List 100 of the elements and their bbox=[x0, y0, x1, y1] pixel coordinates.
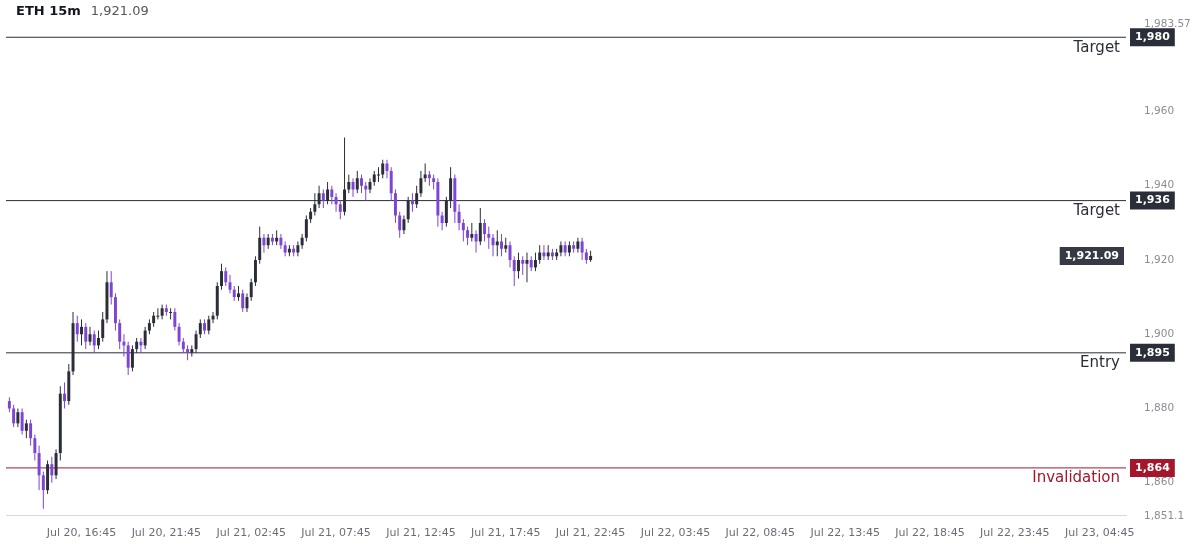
y-tick-label: 1,860 bbox=[1144, 475, 1175, 488]
x-tick-label: Jul 21, 22:45 bbox=[554, 526, 626, 540]
candlestick bbox=[245, 292, 249, 313]
candlestick bbox=[41, 471, 45, 510]
candlestick bbox=[525, 252, 529, 283]
text: 1,936 bbox=[1135, 193, 1171, 207]
candlestick bbox=[483, 218, 487, 242]
candlestick bbox=[347, 174, 351, 194]
x-tick-label: Jul 20, 16:45 bbox=[45, 526, 117, 540]
candlestick bbox=[16, 408, 20, 428]
candlestick bbox=[321, 188, 325, 209]
candlestick bbox=[198, 318, 202, 339]
candlestick bbox=[296, 240, 300, 257]
candlestick bbox=[143, 326, 147, 350]
candlestick bbox=[381, 159, 385, 179]
candlestick bbox=[398, 211, 402, 239]
candlestick bbox=[440, 211, 444, 231]
candlestick bbox=[249, 278, 253, 302]
candlestick bbox=[533, 252, 537, 272]
candlestick bbox=[12, 404, 16, 428]
candlestick bbox=[559, 240, 563, 257]
y-tick-label: 1,920 bbox=[1144, 252, 1175, 265]
ref-line-label: Target bbox=[1072, 37, 1121, 56]
candlestick bbox=[75, 315, 79, 343]
candlestick bbox=[487, 226, 491, 250]
candlestick bbox=[419, 170, 423, 198]
candlestick bbox=[576, 237, 580, 254]
candlestick bbox=[580, 237, 584, 261]
candlestick bbox=[330, 185, 334, 205]
candlestick bbox=[177, 322, 181, 346]
candlestick bbox=[241, 289, 245, 313]
x-tick-label: Jul 21, 17:45 bbox=[470, 526, 541, 540]
x-tick-label: Jul 21, 07:45 bbox=[300, 526, 371, 540]
candlestick bbox=[470, 222, 474, 242]
candlestick bbox=[109, 270, 113, 306]
candlestick bbox=[474, 229, 478, 254]
candlestick bbox=[20, 408, 24, 435]
text: 1,921.09 bbox=[90, 3, 149, 18]
candlestick bbox=[80, 318, 83, 346]
candlestick bbox=[338, 200, 342, 220]
candlestick bbox=[97, 330, 100, 350]
y-tick-label: 1,900 bbox=[1144, 326, 1175, 339]
candlestick bbox=[24, 419, 28, 439]
x-tick-label: Jul 21, 02:45 bbox=[215, 526, 286, 540]
x-tick-label: Jul 22, 03:45 bbox=[639, 526, 711, 540]
y-tick-label: 1,851.1 bbox=[1144, 508, 1185, 521]
candlestick bbox=[84, 322, 88, 350]
candlestick bbox=[517, 252, 520, 280]
candlestick bbox=[279, 233, 283, 250]
candlestick bbox=[478, 207, 482, 246]
candlestick bbox=[33, 434, 37, 461]
candlestick bbox=[54, 448, 58, 480]
candlestick bbox=[457, 203, 461, 231]
candlestick bbox=[207, 315, 211, 335]
candlestick bbox=[377, 166, 380, 183]
x-tick-label: Jul 22, 13:45 bbox=[809, 526, 880, 540]
x-tick-label: Jul 21, 12:45 bbox=[385, 526, 456, 540]
candlestick bbox=[334, 192, 338, 213]
chart-title: ETH 15m bbox=[16, 3, 81, 18]
candlestick bbox=[521, 255, 525, 276]
ref-line-label: Entry bbox=[1080, 353, 1121, 372]
candlestick bbox=[360, 174, 363, 194]
candlestick bbox=[101, 311, 105, 343]
candlestick bbox=[169, 307, 173, 320]
candlestick bbox=[304, 214, 308, 242]
x-tick-label: Jul 22, 08:45 bbox=[724, 526, 796, 540]
candlestick bbox=[461, 218, 465, 242]
text: 1,864 bbox=[1135, 460, 1171, 474]
candlestick bbox=[50, 456, 54, 484]
candlestick bbox=[253, 255, 257, 287]
candlestick bbox=[351, 177, 355, 198]
y-tick-label: 1,940 bbox=[1144, 178, 1175, 191]
candlestick bbox=[220, 263, 223, 291]
candlestick bbox=[173, 307, 177, 332]
candlestick bbox=[262, 233, 266, 254]
candlestick bbox=[402, 214, 406, 235]
candlestick bbox=[29, 419, 33, 447]
y-tick-label: 1,983.57 bbox=[1144, 16, 1191, 29]
x-tick-label: Jul 23, 04:45 bbox=[1063, 526, 1135, 540]
candlestick bbox=[385, 159, 389, 179]
candlestick bbox=[512, 255, 516, 287]
candlestick bbox=[258, 226, 262, 265]
candlestick bbox=[118, 318, 122, 350]
candlestick bbox=[495, 229, 499, 257]
text: 1,921.09 bbox=[1064, 248, 1119, 262]
candlestick bbox=[538, 244, 542, 265]
y-tick-label: 1,880 bbox=[1144, 401, 1175, 414]
x-tick-label: Jul 20, 21:45 bbox=[130, 526, 202, 540]
candlestick bbox=[37, 445, 41, 491]
candlestick bbox=[63, 382, 67, 410]
candlestick bbox=[126, 341, 130, 376]
candlestick bbox=[466, 226, 470, 246]
candlestick bbox=[92, 330, 96, 354]
candlestick bbox=[393, 188, 397, 224]
ref-line-label: Target bbox=[1072, 201, 1121, 219]
y-tick-label: 1,960 bbox=[1144, 104, 1175, 117]
candlestick bbox=[491, 233, 495, 257]
ref-line-label: Invalidation bbox=[1032, 468, 1120, 487]
text: 1,895 bbox=[1135, 345, 1170, 359]
x-tick-label: Jul 22, 18:45 bbox=[894, 526, 965, 540]
